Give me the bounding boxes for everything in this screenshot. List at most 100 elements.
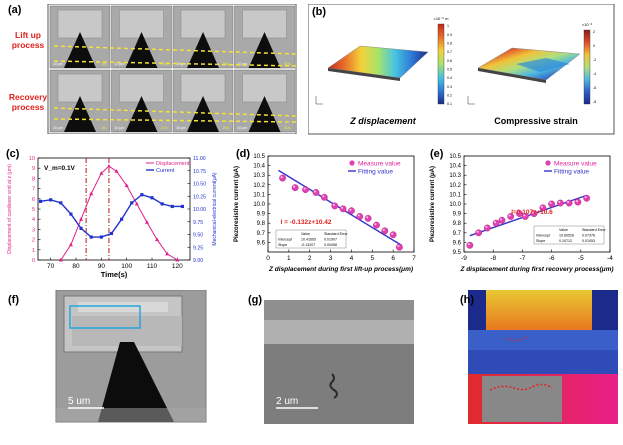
row-label-recovery: Recovery process [9,92,48,112]
series-displacement [60,165,178,261]
point-current [79,226,83,230]
y2-tick-c: 10.00 [193,207,206,213]
frame-scale: 10 μm [176,126,186,130]
xlabel: Z displacement during first recovery pro… [459,266,613,273]
point-current [49,198,53,202]
point-current [180,204,184,209]
y-tick: 10.4 [253,164,265,170]
point-displacement [134,201,139,206]
y-tick: 9.9 [453,212,462,218]
colorbar-z-tick: 0.3 [447,85,452,89]
x-tick: 7 [412,255,416,262]
panel-h: (h) [446,290,620,440]
fit-equation: I=0.107z+10.6 [511,209,553,216]
point-displacement [144,220,149,224]
point-displacement [89,191,94,196]
ylabel-left-c: Displacement of cantilever end at z (μm) [7,164,13,254]
colorbar-z-tick: 0.8 [447,42,452,46]
legend-fitting: Fitting value [554,169,589,176]
fit-table-cell: 10.41665 [301,238,316,242]
colorbar-z-tick: 0.9 [447,33,452,37]
panel-label-g: (g) [248,294,263,306]
panel-f: 5 um (f) [8,289,208,440]
point-current [59,201,63,205]
z-displacement-plate [327,45,429,79]
fit-table-cell: 0.07376 [582,234,595,238]
measure-point [565,199,573,207]
panel-e: -9 -8 -7 -6 -5 -4 9.5 9.6 9.7 9.8 9.9 10.0 10.1 10.2 1… [424,148,620,288]
fit-table-cell: 0.01053 [582,239,595,243]
y-tick: 10.3 [253,173,265,179]
y-tick: 10.3 [449,173,461,179]
fit-table: Value Standard Error Intercept 10.41665 0.01… [275,229,348,249]
measure-point [466,241,474,249]
y-tick: 10.0 [449,202,461,208]
fit-table-cell: 0.10712 [559,239,572,243]
x-tick: -7 [520,255,526,262]
fit-table-cell: 0.00458 [324,243,337,247]
point-displacement [175,257,180,262]
chart-e: -9 -8 -7 -6 -5 -4 9.5 9.6 9.7 9.8 9.9 10.0 10.1 10.2 1… [430,154,614,273]
y-tick-c: 7 [32,187,35,193]
measure-point [381,227,389,235]
measure-point [279,174,286,182]
point-current [160,202,164,206]
fit-table-cell: Standard Error [324,232,348,236]
y-tick: 10.2 [253,183,265,189]
fit-table-cell: -0.13207 [301,243,315,247]
x-tick: 5 [370,255,374,262]
frame-scale: 10 μm [53,126,63,130]
frame-time: 30s [284,61,290,66]
x-tick: 1 [287,255,291,262]
measure-point [492,219,500,227]
chart-d: 0 1 2 3 4 5 6 7 9.6 9.7 9.8 9.9 10.0 10.1 10.2 10.3 10.4… [234,154,416,273]
measure-point [373,221,380,229]
fit-table-cell: Value [559,228,568,232]
colorbar-strain-tick: -4 [593,72,596,76]
y-tick: 10.1 [253,192,265,198]
frame-time: 20s [223,125,229,130]
legend-measure: Measure value [554,161,597,168]
measure-point [395,243,403,251]
x-tick: -5 [578,255,584,262]
colorbar-strain-tick: -6 [593,86,596,90]
frame-r1-1: 10 μm 10s [111,69,172,133]
panel-label-d: (d) [236,148,251,160]
colorbar-z-tick: 0.4 [447,76,452,80]
measure-point [583,194,591,202]
measure-point [356,213,364,220]
panel-label-e: (e) [430,148,444,160]
measure-point [348,207,355,215]
y-tick: 9.7 [453,231,462,237]
point-displacement [114,169,119,173]
point-current [109,231,114,236]
x-tick-c: 90 [98,263,106,270]
frame-time: 10s [161,125,167,130]
x-tick-c: 100 [121,263,132,270]
y-tick: 9.9 [257,212,266,218]
y2-tick-c: 11.00 [193,156,206,162]
colorbar-strain-unit: ×10⁻³ [582,22,593,27]
measure-point [556,199,564,207]
y-tick-c: 1 [32,248,35,254]
frame-r0-1: 10 μm 10s [111,5,172,69]
panel-label-b: (b) [312,6,327,18]
panel-d: 0 1 2 3 4 5 6 7 9.6 9.7 9.8 9.9 10.0 10.1 10.2 10.3 10.4… [228,148,423,288]
x-tick: -6 [549,255,555,262]
frame-time: 10s [161,61,167,66]
x-tick: 2 [308,255,312,262]
fit-table: Value Standard Error Intercept 10.60526 0.07… [533,225,606,245]
measure-point [291,184,299,192]
strain-map-h [468,290,618,424]
point-current [170,204,174,209]
x-tick-c: 80 [72,263,80,270]
x-tick: 4 [350,255,354,262]
x-tick: -9 [461,255,467,262]
y-tick: 9.5 [453,250,462,256]
ylabel-right-c: Mechanical-electrical current(μA) [212,172,218,246]
